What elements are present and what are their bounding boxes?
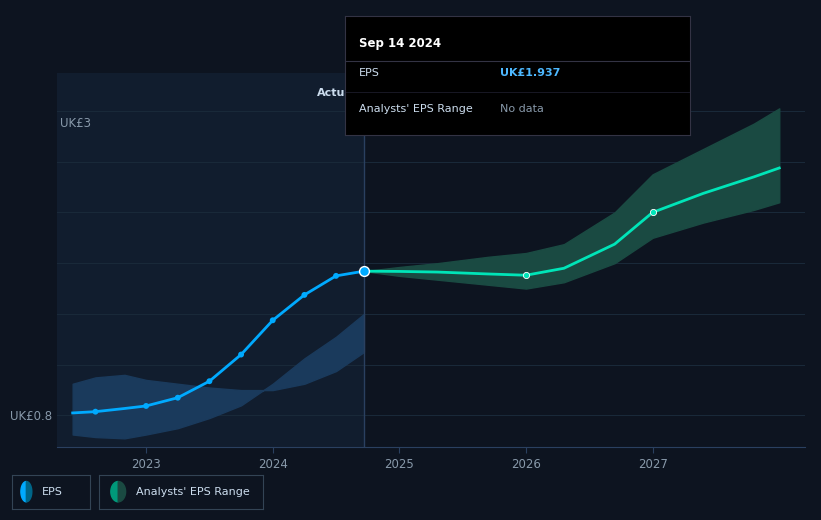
Point (140, 402, 153, 410)
Point (329, 272, 342, 280)
Point (235, 350, 248, 359)
Text: UK£3: UK£3 (60, 117, 91, 130)
Text: Analysts' EPS Range: Analysts' EPS Range (359, 104, 472, 114)
Point (646, 208, 659, 216)
Point (89, 408, 102, 416)
Polygon shape (118, 482, 126, 502)
Text: EPS: EPS (359, 68, 379, 78)
Text: EPS: EPS (42, 487, 63, 497)
Text: Actual: Actual (317, 88, 356, 98)
Text: Analysts Forecasts: Analysts Forecasts (372, 88, 475, 98)
Point (520, 271, 533, 279)
Text: Analysts' EPS Range: Analysts' EPS Range (136, 487, 250, 497)
Text: UK£1.937: UK£1.937 (500, 68, 561, 78)
Text: No data: No data (500, 104, 544, 114)
Polygon shape (26, 482, 32, 502)
Bar (57, 73, 364, 447)
Point (172, 394, 185, 402)
Text: Sep 14 2024: Sep 14 2024 (359, 37, 441, 50)
Point (266, 316, 279, 324)
Polygon shape (21, 482, 26, 502)
Point (298, 291, 311, 299)
Point (357, 267, 370, 275)
Polygon shape (111, 482, 118, 502)
Point (203, 377, 216, 385)
